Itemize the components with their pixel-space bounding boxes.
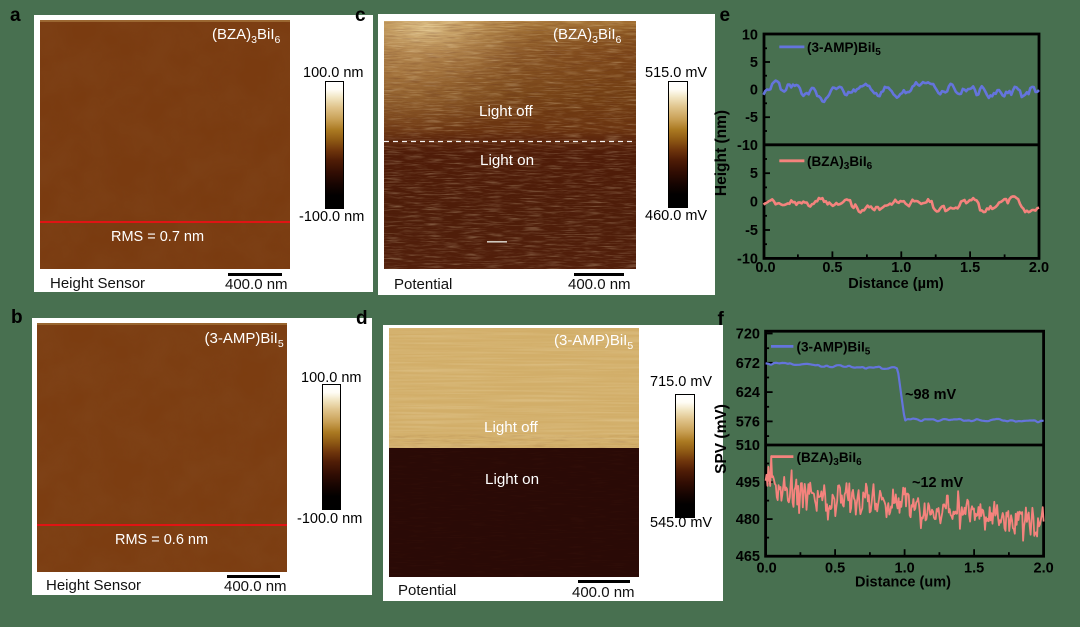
svg-text:2.0: 2.0 (1029, 260, 1049, 276)
svg-text:Height (nm): Height (nm) (713, 110, 730, 196)
svg-text:(3-AMP)BiI5: (3-AMP)BiI5 (807, 40, 881, 58)
svg-text:624: 624 (736, 385, 760, 401)
svg-text:0.5: 0.5 (825, 560, 845, 576)
svg-text:(3-AMP)BiI5: (3-AMP)BiI5 (797, 340, 871, 358)
svg-text:0.0: 0.0 (755, 260, 775, 276)
svg-text:Distance (µm): Distance (µm) (848, 276, 944, 292)
svg-text:480: 480 (736, 512, 760, 528)
svg-text:576: 576 (736, 414, 760, 430)
svg-text:1.0: 1.0 (895, 560, 915, 576)
svg-text:495: 495 (736, 475, 760, 491)
svg-text:720: 720 (736, 327, 760, 343)
svg-text:(BZA)3BiI6: (BZA)3BiI6 (797, 450, 863, 468)
svg-text:0.5: 0.5 (822, 260, 842, 276)
svg-text:465: 465 (736, 549, 760, 565)
svg-text:(BZA)3BiI6: (BZA)3BiI6 (807, 154, 873, 172)
svg-text:~98 mV: ~98 mV (905, 387, 957, 403)
svg-text:10: 10 (742, 28, 758, 44)
svg-text:510: 510 (736, 438, 760, 454)
svg-text:-10: -10 (737, 251, 758, 267)
svg-text:5: 5 (750, 55, 758, 71)
svg-text:-5: -5 (745, 110, 758, 126)
svg-text:Distance (um): Distance (um) (855, 575, 951, 591)
svg-text:1.5: 1.5 (960, 260, 980, 276)
svg-text:1.5: 1.5 (964, 560, 984, 576)
svg-text:0.0: 0.0 (757, 560, 777, 576)
svg-text:-5: -5 (745, 223, 758, 239)
svg-text:0: 0 (750, 195, 758, 211)
svg-text:5: 5 (750, 166, 758, 182)
svg-text:-10: -10 (737, 138, 758, 154)
svg-text:SPV (mV): SPV (mV) (713, 404, 730, 474)
svg-text:~12 mV: ~12 mV (912, 475, 964, 491)
svg-text:2.0: 2.0 (1034, 560, 1054, 576)
svg-text:1.0: 1.0 (891, 260, 911, 276)
svg-text:0: 0 (750, 83, 758, 99)
svg-text:672: 672 (736, 356, 760, 372)
